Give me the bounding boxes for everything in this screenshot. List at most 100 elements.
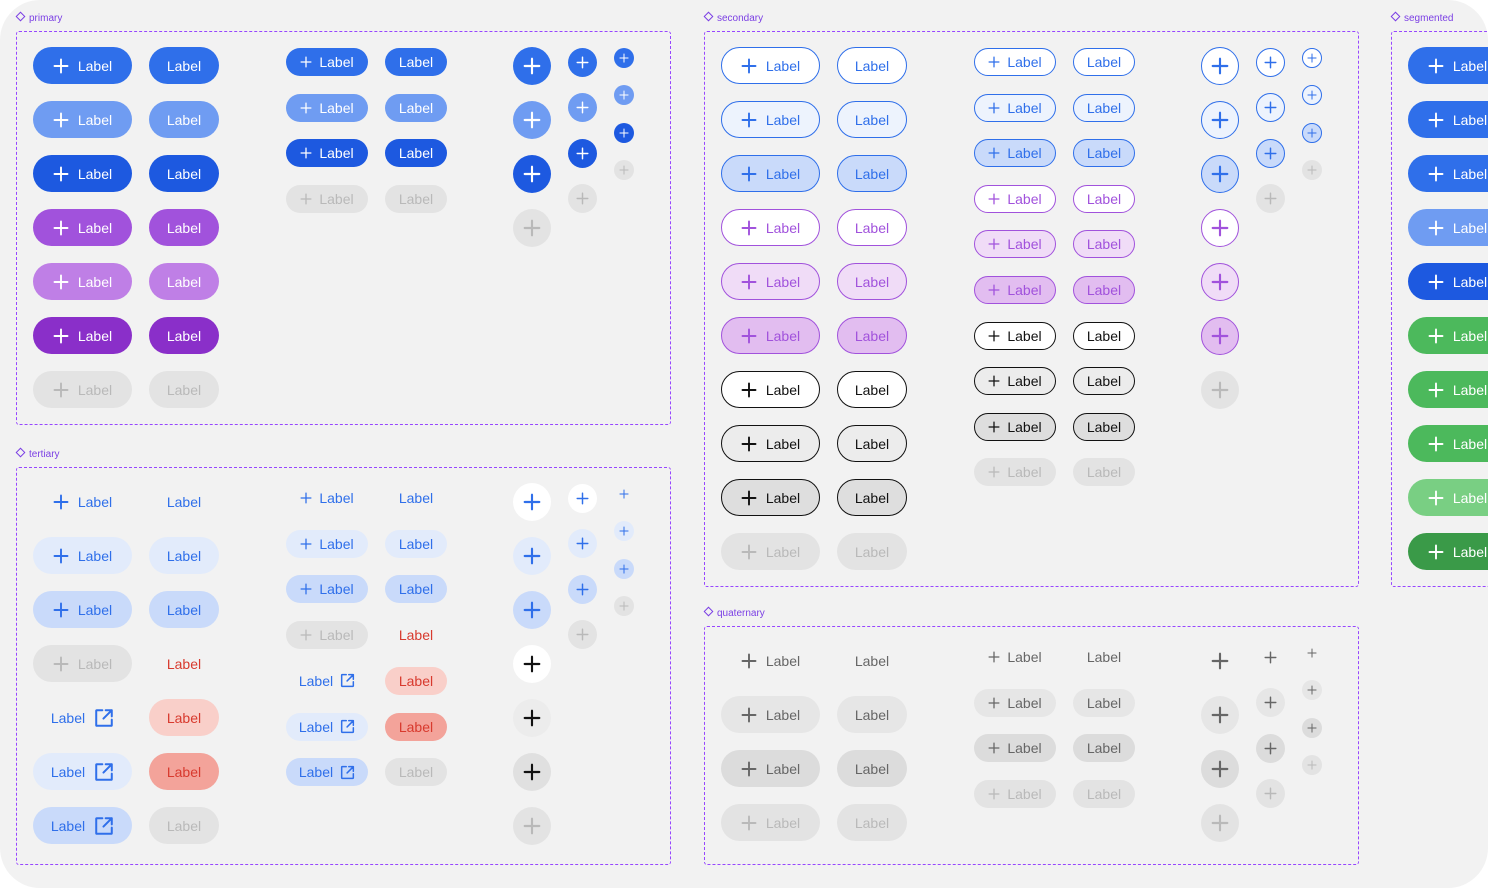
label-button[interactable]: Label bbox=[385, 484, 447, 512]
add-icon-button[interactable] bbox=[567, 93, 597, 122]
add-icon-button[interactable] bbox=[513, 101, 551, 139]
add-icon-button[interactable] bbox=[513, 699, 551, 737]
label-button[interactable]: Label bbox=[149, 807, 219, 844]
add-label-button[interactable]: Label bbox=[721, 209, 820, 246]
label-button[interactable]: Label bbox=[149, 537, 219, 574]
label-button[interactable]: Label bbox=[837, 101, 907, 138]
add-icon-button[interactable] bbox=[567, 529, 597, 558]
label-external-button[interactable]: Label bbox=[33, 699, 132, 736]
add-icon-button[interactable] bbox=[614, 595, 634, 616]
add-icon-button[interactable] bbox=[567, 620, 597, 649]
add-icon-button[interactable] bbox=[1201, 750, 1239, 788]
add-icon-button[interactable] bbox=[1302, 159, 1322, 180]
add-label-button[interactable]: Label bbox=[1408, 317, 1488, 354]
label-button[interactable]: Label bbox=[385, 139, 447, 167]
label-button[interactable]: Label bbox=[1073, 367, 1135, 396]
label-button[interactable]: Label bbox=[149, 47, 219, 84]
label-button[interactable]: Label bbox=[1073, 688, 1135, 717]
add-label-button[interactable]: Label bbox=[33, 317, 132, 354]
label-button[interactable]: Label bbox=[1073, 48, 1135, 76]
add-label-button[interactable]: Label bbox=[974, 93, 1056, 122]
add-label-button[interactable]: Label bbox=[721, 263, 820, 300]
add-label-button[interactable]: Label bbox=[1408, 47, 1488, 84]
label-button[interactable]: Label bbox=[837, 47, 907, 84]
add-label-button[interactable]: Label bbox=[33, 537, 132, 574]
label-button[interactable]: Label bbox=[837, 317, 907, 354]
label-button[interactable]: Label bbox=[1073, 93, 1135, 122]
label-external-button[interactable]: Label bbox=[286, 712, 368, 741]
add-label-button[interactable]: Label bbox=[721, 371, 820, 408]
add-label-button[interactable]: Label bbox=[721, 696, 820, 733]
label-button[interactable]: Label bbox=[837, 371, 907, 408]
add-label-button[interactable]: Label bbox=[33, 101, 132, 138]
add-label-button[interactable]: Label bbox=[286, 621, 368, 650]
label-button[interactable]: Label bbox=[1073, 321, 1135, 350]
add-label-button[interactable]: Label bbox=[1408, 533, 1488, 570]
label-button[interactable]: Label bbox=[837, 425, 907, 462]
add-icon-button[interactable] bbox=[614, 558, 634, 579]
add-icon-button[interactable] bbox=[1302, 122, 1322, 143]
label-external-button[interactable]: Label bbox=[286, 758, 368, 787]
label-button[interactable]: Label bbox=[149, 209, 219, 246]
label-external-button[interactable]: Label bbox=[33, 753, 132, 790]
add-label-button[interactable]: Label bbox=[1408, 101, 1488, 138]
add-icon-button[interactable] bbox=[614, 159, 634, 180]
label-button[interactable]: Label bbox=[149, 483, 219, 520]
add-label-button[interactable]: Label bbox=[974, 779, 1056, 808]
add-label-button[interactable]: Label bbox=[33, 155, 132, 192]
label-button[interactable]: Label bbox=[149, 371, 219, 408]
add-icon-button[interactable] bbox=[1302, 48, 1322, 68]
label-button[interactable]: Label bbox=[1073, 734, 1135, 763]
add-label-button[interactable]: Label bbox=[974, 643, 1056, 671]
label-button[interactable]: Label bbox=[837, 696, 907, 733]
add-label-button[interactable]: Label bbox=[974, 230, 1056, 259]
label-button[interactable]: Label bbox=[149, 317, 219, 354]
add-icon-button[interactable] bbox=[1201, 155, 1239, 193]
add-icon-button[interactable] bbox=[1201, 804, 1239, 842]
label-button[interactable]: Label bbox=[385, 712, 447, 741]
add-label-button[interactable]: Label bbox=[974, 48, 1056, 76]
label-button[interactable]: Label bbox=[385, 621, 447, 649]
label-button[interactable]: Label bbox=[385, 758, 447, 787]
label-button[interactable]: Label bbox=[837, 209, 907, 246]
label-button[interactable]: Label bbox=[1073, 230, 1135, 259]
add-label-button[interactable]: Label bbox=[33, 371, 132, 408]
add-label-button[interactable]: Label bbox=[33, 47, 132, 84]
add-label-button[interactable]: Label bbox=[1408, 155, 1488, 192]
add-icon-button[interactable] bbox=[1255, 688, 1285, 717]
label-button[interactable]: Label bbox=[385, 48, 447, 76]
label-button[interactable]: Label bbox=[1073, 643, 1135, 671]
add-icon-button[interactable] bbox=[513, 155, 551, 193]
add-icon-button[interactable] bbox=[1255, 138, 1285, 168]
add-icon-button[interactable] bbox=[567, 138, 597, 168]
add-icon-button[interactable] bbox=[1255, 733, 1285, 763]
add-label-button[interactable]: Label bbox=[974, 412, 1056, 441]
add-label-button[interactable]: Label bbox=[721, 804, 820, 841]
add-icon-button[interactable] bbox=[1302, 680, 1322, 701]
label-button[interactable]: Label bbox=[149, 591, 219, 628]
add-label-button[interactable]: Label bbox=[974, 184, 1056, 213]
add-label-button[interactable]: Label bbox=[721, 317, 820, 354]
add-label-button[interactable]: Label bbox=[721, 642, 820, 679]
add-icon-button[interactable] bbox=[614, 521, 634, 542]
add-icon-button[interactable] bbox=[513, 537, 551, 575]
add-icon-button[interactable] bbox=[614, 122, 634, 143]
add-icon-button[interactable] bbox=[513, 807, 551, 845]
label-button[interactable]: Label bbox=[149, 753, 219, 790]
label-button[interactable]: Label bbox=[385, 575, 447, 604]
add-icon-button[interactable] bbox=[513, 47, 551, 85]
label-button[interactable]: Label bbox=[837, 533, 907, 570]
add-label-button[interactable]: Label bbox=[286, 93, 368, 122]
add-icon-button[interactable] bbox=[1201, 209, 1239, 247]
add-label-button[interactable]: Label bbox=[974, 688, 1056, 717]
add-icon-button[interactable] bbox=[1302, 717, 1322, 738]
add-label-button[interactable]: Label bbox=[286, 575, 368, 604]
add-icon-button[interactable] bbox=[1255, 184, 1285, 213]
add-icon-button[interactable] bbox=[1201, 47, 1239, 85]
add-icon-button[interactable] bbox=[513, 591, 551, 629]
add-label-button[interactable]: Label bbox=[721, 533, 820, 570]
add-icon-button[interactable] bbox=[1201, 263, 1239, 301]
add-icon-button[interactable] bbox=[567, 184, 597, 213]
label-external-button[interactable]: Label bbox=[33, 807, 132, 844]
add-label-button[interactable]: Label bbox=[974, 367, 1056, 396]
